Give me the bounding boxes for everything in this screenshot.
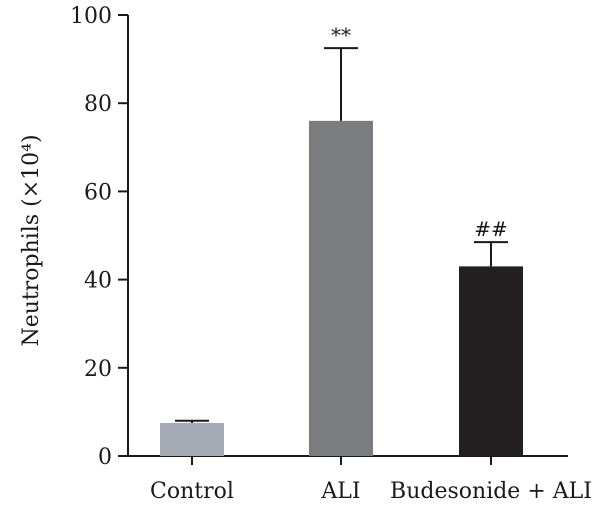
y-ticks: 0 20 40 60 80 100 [70, 4, 128, 470]
y-axis-label: Neutrophils (×10⁴) [19, 134, 44, 346]
x-tick-label: ALI [320, 479, 360, 504]
x-tick-label: Control [150, 479, 234, 504]
bar [160, 422, 224, 456]
y-tick-label: 100 [70, 4, 112, 29]
y-tick-label: 20 [84, 357, 112, 382]
x-axis: Control ALI Budesonide + ALI [128, 455, 592, 504]
y-axis: 0 20 40 60 80 100 [70, 4, 129, 470]
bar [309, 120, 373, 456]
significance-label: ## [474, 217, 508, 241]
x-ticks: Control ALI Budesonide + ALI [150, 456, 592, 504]
significance-label: ** [331, 23, 351, 47]
y-tick-label: 60 [84, 180, 112, 205]
y-tick-label: 40 [84, 269, 112, 294]
bars: ** ## [160, 23, 523, 456]
x-tick-label: Budesonide + ALI [390, 479, 592, 504]
y-tick-label: 80 [84, 92, 112, 117]
bar [459, 266, 523, 456]
y-tick-label: 0 [98, 445, 112, 470]
